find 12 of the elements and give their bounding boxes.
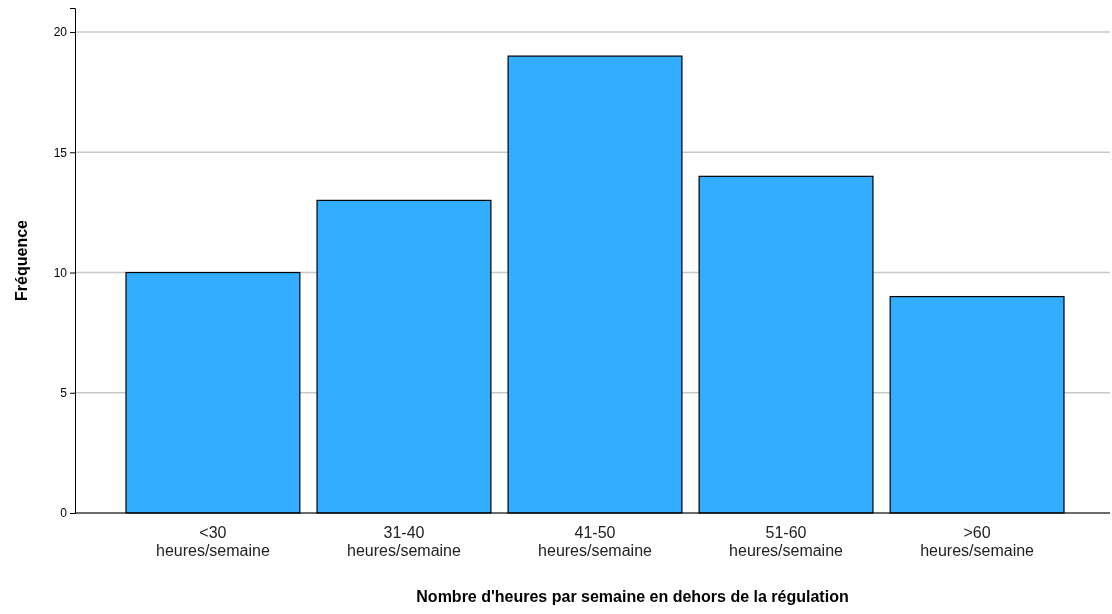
x-tick-label: 31-40 heures/semaine — [347, 524, 461, 559]
x-tick-label: 41-50 heures/semaine — [538, 524, 653, 559]
y-tick-label: 15 — [53, 145, 68, 160]
y-tick-label: 0 — [60, 506, 68, 521]
x-axis-title: Nombre d'heures par semaine en dehors de la régulation — [416, 588, 849, 605]
x-tick-label: 51-60 heures/semaine — [729, 524, 844, 559]
x-tick-label: <30 heures/semaine — [156, 524, 270, 559]
y-tick-label: 5 — [60, 386, 68, 401]
y-tick-label: 20 — [53, 25, 68, 40]
y-axis-title: Fréquence — [13, 219, 30, 301]
y-tick-label: 10 — [53, 265, 68, 280]
x-tick-label: >60 heures/semaine — [920, 524, 1035, 559]
